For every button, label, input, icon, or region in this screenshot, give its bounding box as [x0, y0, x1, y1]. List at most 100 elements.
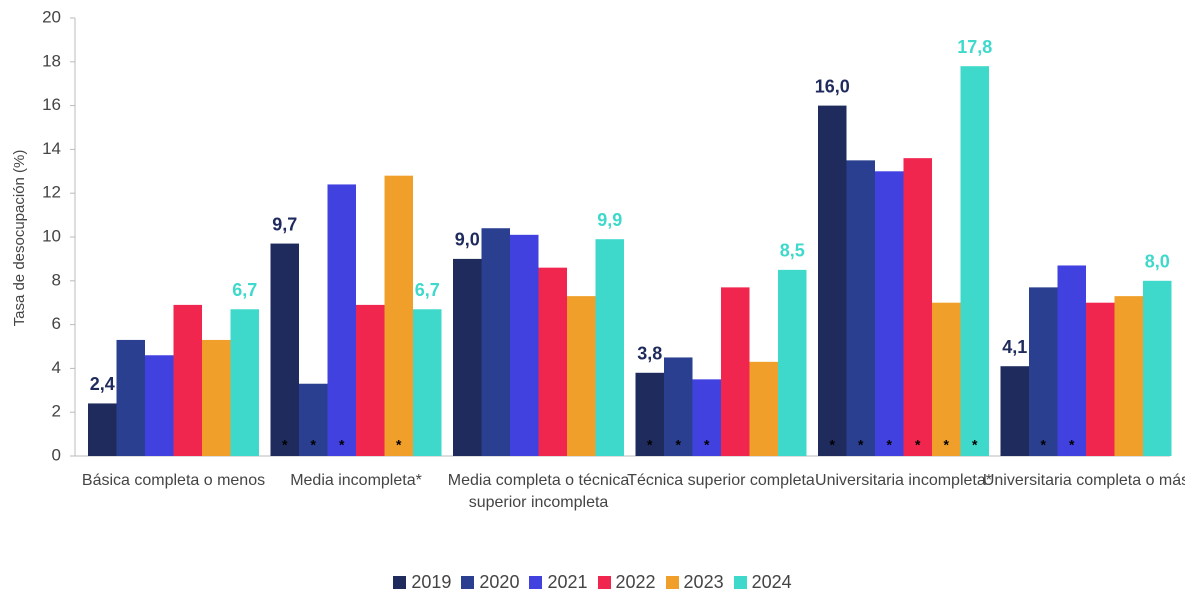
bar	[481, 228, 510, 456]
bar	[692, 379, 721, 456]
y-tick-label: 2	[52, 402, 61, 421]
legend-swatch	[461, 576, 475, 589]
data-label: 3,8	[637, 344, 662, 364]
bar	[1086, 302, 1115, 456]
legend-label: 2022	[615, 572, 656, 592]
x-tick-label: Universitaria completa o más	[982, 472, 1185, 489]
y-tick-label: 4	[52, 358, 61, 377]
x-tick-label: Media incompleta*	[290, 472, 422, 489]
x-tick-label: Básica completa o menos	[81, 472, 266, 489]
bar	[384, 175, 413, 456]
bar	[749, 361, 778, 456]
bar	[635, 372, 664, 456]
legend-label: 2024	[751, 572, 792, 592]
chart: Tasa de desocupación (%) 0 2 4 6 8 10 12 14 16 18…	[11, 7, 1172, 464]
legend-item: 2023	[665, 572, 724, 593]
data-label: 6,7	[415, 280, 440, 300]
bar	[356, 304, 385, 456]
flag: *	[339, 437, 345, 453]
flag: *	[396, 437, 402, 453]
bar	[88, 403, 117, 456]
flag: *	[704, 437, 710, 453]
y-axis-label: Tasa de desocupación (%)	[11, 150, 28, 327]
flag: *	[830, 437, 836, 453]
legend-item: 2021	[529, 572, 588, 593]
x-tick-label: Técnica superior completa	[627, 472, 815, 489]
y-tick-label: 0	[52, 445, 61, 464]
y-tick-label: 6	[52, 314, 61, 333]
legend-label: 2023	[683, 572, 724, 592]
x-tick-label: Media completa o técnica superior incomp…	[447, 472, 630, 511]
bar	[202, 339, 231, 456]
bar	[1000, 366, 1029, 456]
legend-item: 2019	[393, 572, 451, 593]
bar	[721, 287, 750, 456]
flag: *	[311, 437, 317, 453]
flag: *	[972, 437, 978, 453]
flag: *	[858, 437, 864, 453]
bar	[453, 258, 482, 456]
legend-item: 2022	[597, 572, 656, 593]
bar	[818, 105, 847, 456]
data-label: 16,0	[815, 76, 850, 96]
bar	[327, 184, 356, 456]
flag: *	[676, 437, 682, 453]
legend-swatch	[665, 576, 679, 589]
y-tick-label: 8	[52, 270, 61, 289]
bar	[846, 160, 875, 456]
data-label: 8,5	[780, 241, 805, 261]
bar	[960, 66, 989, 457]
bar	[932, 302, 961, 456]
y-tick-label: 16	[42, 95, 61, 114]
bar	[1029, 287, 1058, 456]
bar	[510, 234, 539, 456]
flag: *	[647, 437, 653, 453]
legend-swatch	[733, 576, 747, 589]
bar	[230, 309, 259, 456]
legend-swatch	[393, 576, 407, 589]
data-label: 4,1	[1002, 337, 1027, 357]
y-tick-label: 10	[42, 226, 61, 245]
y-tick-label: 18	[42, 51, 61, 70]
bar	[664, 357, 693, 456]
bar	[145, 355, 174, 456]
bar	[299, 383, 328, 456]
data-label: 17,8	[957, 37, 992, 57]
bar	[538, 267, 567, 456]
x-tick-label: Universitaria incompleta*	[815, 472, 992, 489]
flag: *	[887, 437, 893, 453]
legend-label: 2021	[547, 572, 588, 592]
bar	[270, 243, 299, 456]
legend-label: 2020	[479, 572, 520, 592]
legend-swatch	[597, 576, 611, 589]
y-tick-label: 14	[42, 139, 61, 158]
flag: *	[1041, 437, 1047, 453]
y-tick-label: 20	[42, 7, 61, 26]
flag: *	[282, 437, 288, 453]
flag: *	[915, 437, 921, 453]
data-label: 6,7	[232, 280, 257, 300]
data-label: 9,0	[455, 230, 480, 250]
data-label: 9,7	[272, 214, 297, 234]
flag: *	[1069, 437, 1075, 453]
legend-item: 2020	[461, 572, 519, 593]
bar	[778, 269, 807, 456]
bar	[875, 171, 904, 457]
data-label: 9,9	[597, 210, 622, 230]
bar	[903, 158, 932, 456]
legend-item: 2024	[733, 572, 792, 593]
legend-swatch	[529, 576, 543, 589]
bar	[1057, 265, 1086, 456]
bar	[595, 239, 624, 456]
bar	[116, 339, 145, 456]
bar	[1143, 280, 1172, 456]
legend-label: 2019	[411, 572, 452, 592]
bar	[1114, 296, 1143, 456]
flag: *	[944, 437, 950, 453]
bar	[173, 304, 202, 456]
data-label: 2,4	[90, 374, 115, 394]
legend: 2019 2020 2021 2022 2023 2024	[0, 572, 1185, 593]
bar	[567, 296, 596, 456]
data-label: 8,0	[1145, 252, 1170, 272]
